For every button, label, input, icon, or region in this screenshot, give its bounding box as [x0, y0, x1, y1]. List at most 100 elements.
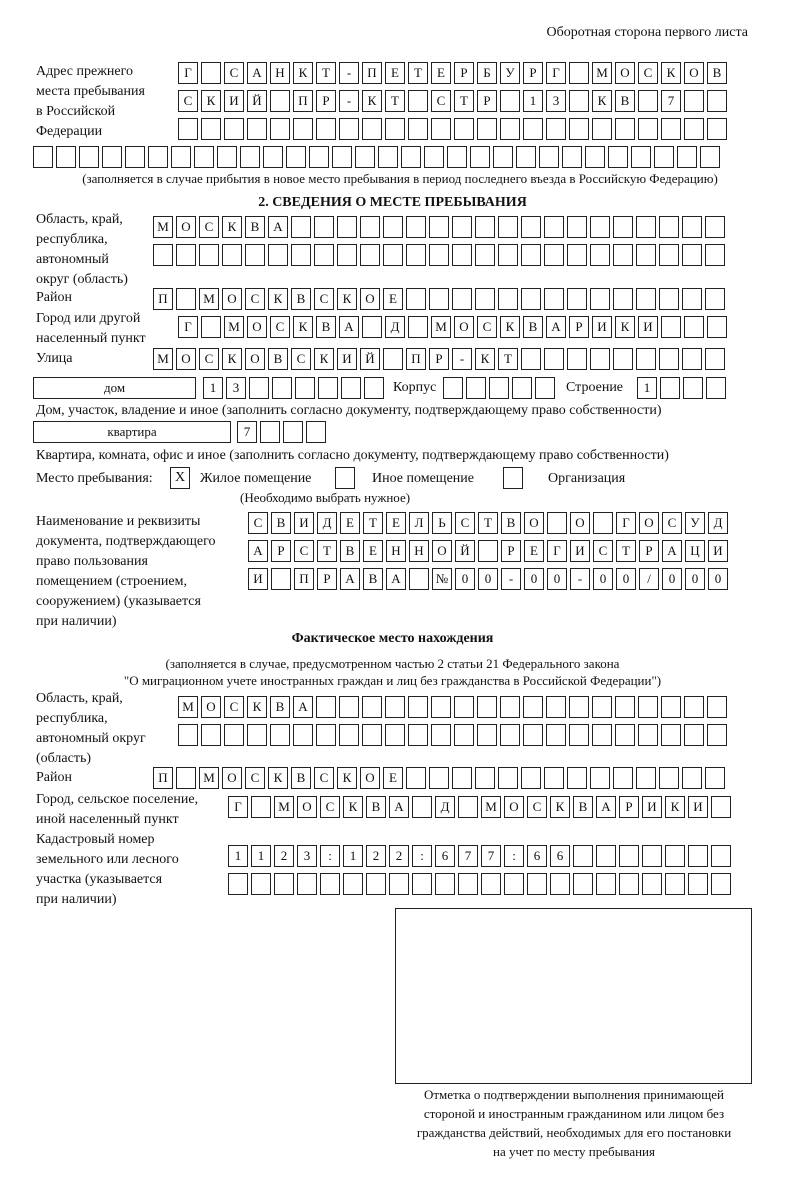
char-cell[interactable]: С	[224, 696, 244, 718]
char-cell[interactable]: М	[592, 62, 612, 84]
char-cell[interactable]	[705, 288, 725, 310]
char-cell[interactable]: Г	[616, 512, 636, 534]
char-cell[interactable]: Ь	[432, 512, 452, 534]
flat-number-cells[interactable]: 7	[237, 421, 326, 443]
char-cell[interactable]	[705, 216, 725, 238]
char-cell[interactable]	[454, 724, 474, 746]
char-cell[interactable]	[360, 244, 380, 266]
char-cell[interactable]	[102, 146, 122, 168]
char-cell[interactable]: В	[270, 696, 290, 718]
char-cell[interactable]: Р	[316, 90, 336, 112]
char-cell[interactable]: К	[293, 316, 313, 338]
char-cell[interactable]	[711, 796, 731, 818]
char-cell[interactable]	[224, 724, 244, 746]
char-cell[interactable]	[412, 796, 432, 818]
char-cell[interactable]: 2	[389, 845, 409, 867]
char-cell[interactable]: Г	[228, 796, 248, 818]
char-cell[interactable]: В	[573, 796, 593, 818]
char-cell[interactable]	[408, 696, 428, 718]
char-cell[interactable]: Й	[455, 540, 475, 562]
char-cell[interactable]	[573, 845, 593, 867]
char-cell[interactable]: Г	[547, 540, 567, 562]
char-cell[interactable]: В	[268, 348, 288, 370]
char-cell[interactable]	[512, 377, 532, 399]
char-cell[interactable]: О	[247, 316, 267, 338]
char-cell[interactable]	[636, 348, 656, 370]
char-cell[interactable]	[613, 244, 633, 266]
char-cell[interactable]: И	[642, 796, 662, 818]
char-cell[interactable]	[659, 216, 679, 238]
char-cell[interactable]: 0	[593, 568, 613, 590]
char-cell[interactable]: У	[685, 512, 705, 534]
char-cell[interactable]	[332, 146, 352, 168]
char-cell[interactable]: И	[708, 540, 728, 562]
char-cell[interactable]	[527, 873, 547, 895]
char-cell[interactable]: -	[339, 90, 359, 112]
char-cell[interactable]	[521, 216, 541, 238]
char-cell[interactable]	[245, 244, 265, 266]
char-cell[interactable]	[176, 244, 196, 266]
char-cell[interactable]	[661, 724, 681, 746]
char-cell[interactable]: О	[201, 696, 221, 718]
char-cell[interactable]: 6	[527, 845, 547, 867]
char-cell[interactable]	[383, 216, 403, 238]
char-cell[interactable]	[383, 348, 403, 370]
char-cell[interactable]	[682, 288, 702, 310]
char-cell[interactable]	[636, 244, 656, 266]
char-cell[interactable]: С	[199, 348, 219, 370]
char-cell[interactable]	[636, 216, 656, 238]
char-cell[interactable]: 3	[226, 377, 246, 399]
char-cell[interactable]	[523, 118, 543, 140]
char-cell[interactable]	[240, 146, 260, 168]
char-cell[interactable]	[406, 767, 426, 789]
char-cell[interactable]	[636, 288, 656, 310]
char-cell[interactable]: 0	[547, 568, 567, 590]
char-cell[interactable]	[539, 146, 559, 168]
char-cell[interactable]	[585, 146, 605, 168]
char-cell[interactable]	[544, 767, 564, 789]
char-cell[interactable]: К	[314, 348, 334, 370]
char-cell[interactable]: А	[268, 216, 288, 238]
char-cell[interactable]	[408, 90, 428, 112]
char-cell[interactable]: С	[314, 288, 334, 310]
char-cell[interactable]	[661, 696, 681, 718]
char-cell[interactable]: И	[592, 316, 612, 338]
char-cell[interactable]: Е	[340, 512, 360, 534]
char-cell[interactable]	[337, 216, 357, 238]
char-cell[interactable]	[318, 377, 338, 399]
char-cell[interactable]	[504, 873, 524, 895]
char-cell[interactable]	[343, 873, 363, 895]
char-cell[interactable]	[286, 146, 306, 168]
char-cell[interactable]: О	[222, 288, 242, 310]
char-cell[interactable]	[521, 244, 541, 266]
char-cell[interactable]: Р	[501, 540, 521, 562]
char-cell[interactable]	[283, 421, 303, 443]
char-cell[interactable]: М	[153, 348, 173, 370]
char-cell[interactable]: А	[340, 568, 360, 590]
char-cell[interactable]: С	[320, 796, 340, 818]
char-cell[interactable]: С	[662, 512, 682, 534]
char-cell[interactable]: 1	[203, 377, 223, 399]
char-cell[interactable]: С	[199, 216, 219, 238]
char-cell[interactable]	[389, 873, 409, 895]
char-cell[interactable]	[661, 118, 681, 140]
char-cell[interactable]	[521, 288, 541, 310]
char-cell[interactable]: Т	[385, 90, 405, 112]
char-cell[interactable]	[435, 873, 455, 895]
char-cell[interactable]	[171, 146, 191, 168]
char-cell[interactable]	[705, 767, 725, 789]
char-cell[interactable]	[251, 796, 271, 818]
char-cell[interactable]	[475, 767, 495, 789]
char-cell[interactable]	[615, 118, 635, 140]
char-cell[interactable]	[592, 724, 612, 746]
char-cell[interactable]: К	[201, 90, 221, 112]
char-cell[interactable]: В	[366, 796, 386, 818]
char-cell[interactable]	[452, 244, 472, 266]
char-cell[interactable]	[682, 216, 702, 238]
char-cell[interactable]: М	[431, 316, 451, 338]
char-cell[interactable]: 2	[366, 845, 386, 867]
char-cell[interactable]: 6	[550, 845, 570, 867]
